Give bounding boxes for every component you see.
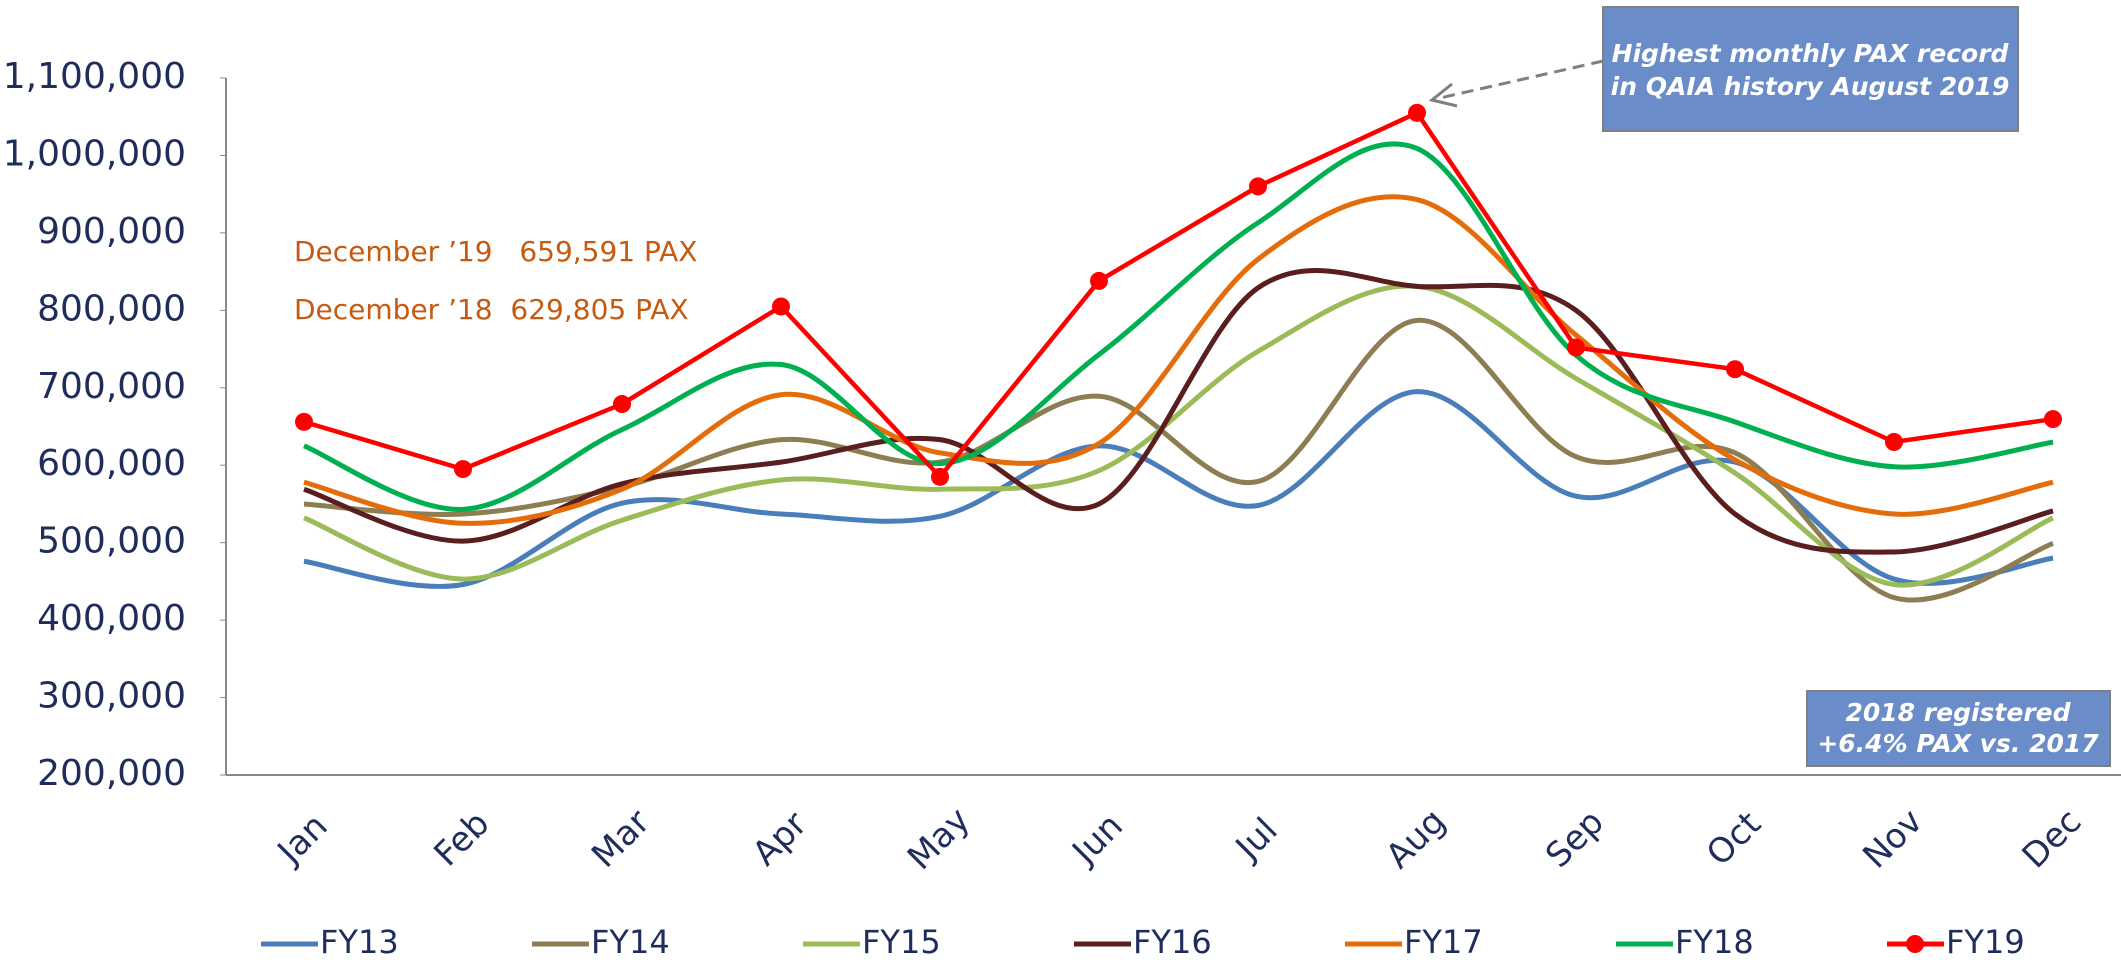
y-tick-label: 800,000 [37,288,186,329]
legend-label: FY18 [1675,923,1754,961]
marker [1726,360,1744,379]
marker [772,297,790,316]
y-tick-label: 700,000 [37,366,186,407]
marker [1408,103,1426,122]
marker [1090,271,1108,290]
x-tick-label: Oct [1699,804,1769,874]
x-tick-label: Nov [1855,801,1930,876]
legend-label: FY13 [320,923,399,961]
callout-text: in QAIA history August 2019 [1611,72,2010,101]
legend-label: FY14 [591,923,670,961]
line [303,141,2054,512]
line [303,194,2054,526]
legend-label: FY15 [862,923,941,961]
marker [1567,338,1585,357]
y-tick-label: 1,000,000 [3,133,186,174]
y-tick-label: 600,000 [37,443,186,484]
y-tick-label: 500,000 [37,521,186,562]
x-tick-label: Dec [2015,802,2090,877]
line [303,283,2055,588]
x-tick-label: Jun [1064,806,1131,873]
x-tick-label: Aug [1378,801,1453,876]
x-tick-label: Jan [269,806,336,873]
y-tick-label: 300,000 [37,676,186,717]
y-tick-label: 1,100,000 [3,56,186,97]
x-tick-label: Apr [745,804,815,874]
y-tick-label: 200,000 [37,753,186,794]
marker [931,467,949,486]
x-tick-label: Mar [584,802,658,876]
annotation: December ’19 659,591 PAX [294,235,697,268]
legend-label: FY19 [1946,923,2025,961]
marker [295,412,313,431]
y-tick-label: 400,000 [37,598,186,639]
callout-box [1602,6,2019,132]
line [303,267,2054,555]
arrow-head [1428,82,1458,108]
marker [1885,432,1903,451]
x-tick-label: Sep [1538,802,1612,876]
callout-box [1806,690,2111,767]
legend-marker [1906,935,1924,953]
x-tick-label: Jul [1227,810,1286,869]
marker [613,395,631,414]
line [303,110,2054,481]
callout-arrow [1439,59,1604,100]
callout-text: Highest monthly PAX record [1612,39,2010,68]
marker [1249,177,1267,196]
y-tick-label: 900,000 [37,211,186,252]
marker [2044,410,2062,429]
legend-label: FY17 [1404,923,1483,961]
x-tick-label: May [900,800,978,878]
annotation: December ’18 629,805 PAX [294,293,689,326]
callout-text: +6.4% PAX vs. 2017 [1817,729,2099,758]
x-tick-label: Feb [427,804,498,875]
marker [454,460,472,479]
callout-text: 2018 registered [1846,698,2072,727]
legend-label: FY16 [1133,923,1212,961]
